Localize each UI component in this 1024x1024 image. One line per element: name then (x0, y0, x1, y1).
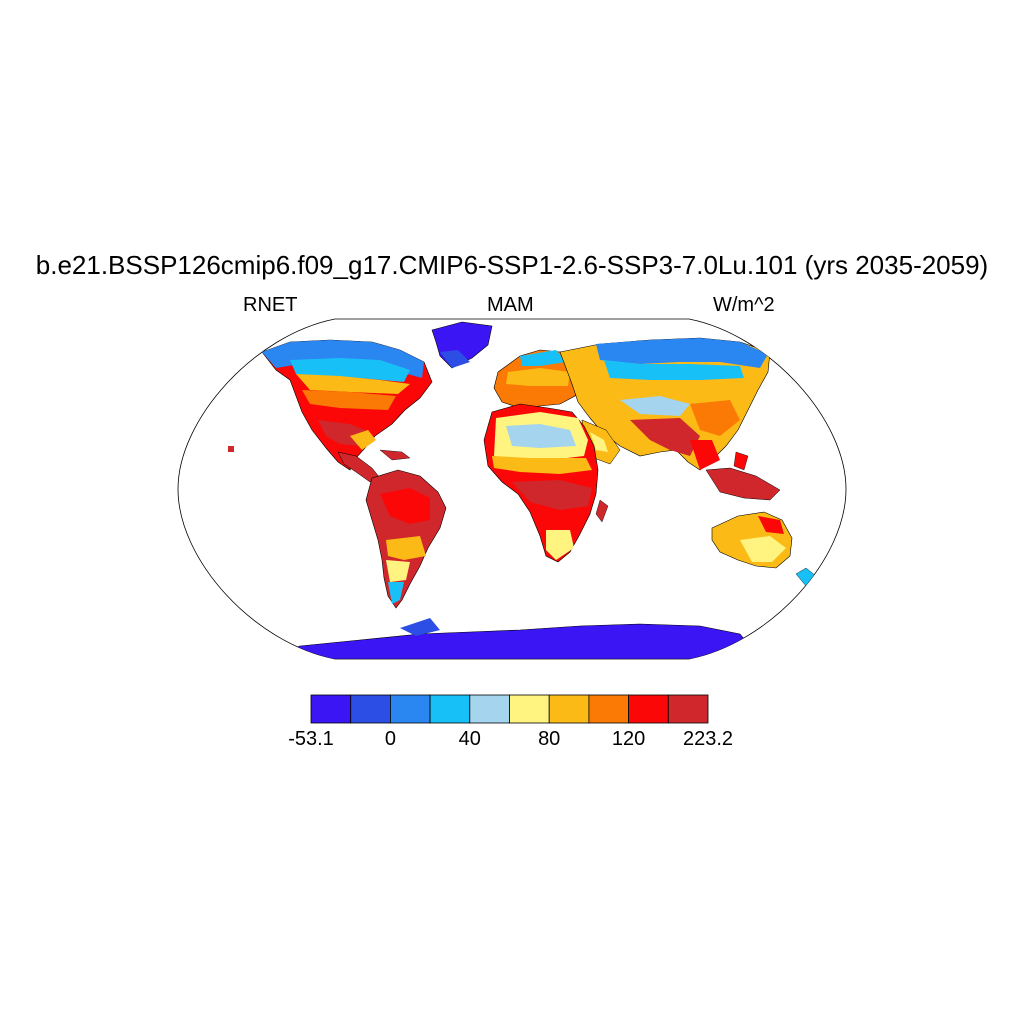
map-title: b.e21.BSSP126cmip6.f09_g17.CMIP6-SSP1-2.… (35, 250, 989, 280)
colorbar-tick-label: 40 (459, 728, 481, 750)
colorbar-swatch (469, 694, 510, 724)
antarctica (263, 623, 761, 659)
colorbar-swatch (667, 694, 709, 724)
southeast-asia-islands (705, 467, 781, 501)
colorbar-tick-label: 0 (385, 728, 396, 750)
colorbar-swatch (350, 694, 391, 724)
colorbar-swatch (429, 694, 471, 724)
colorbar-swatch (509, 694, 550, 724)
colorbar-tick-label: 80 (538, 728, 560, 750)
units-label: W/m^2 (713, 294, 775, 316)
variable-label: RNET (243, 294, 298, 316)
colorbar-swatch (628, 694, 669, 724)
colorbar-swatch (389, 694, 431, 724)
land-field (228, 321, 817, 659)
colorbar-swatch (548, 694, 590, 724)
colorbar-swatch (588, 694, 630, 724)
season-label: MAM (487, 294, 534, 316)
colorbar-tick-label: 120 (612, 728, 645, 750)
colorbar-tick-label: -53.1 (288, 728, 334, 750)
colorbar-tick-label: 223.2 (683, 728, 733, 750)
hawaii (228, 446, 234, 452)
colorbar: -53.1 0 40 80 120 223.2 (288, 694, 733, 750)
colorbar-swatch (310, 694, 352, 724)
